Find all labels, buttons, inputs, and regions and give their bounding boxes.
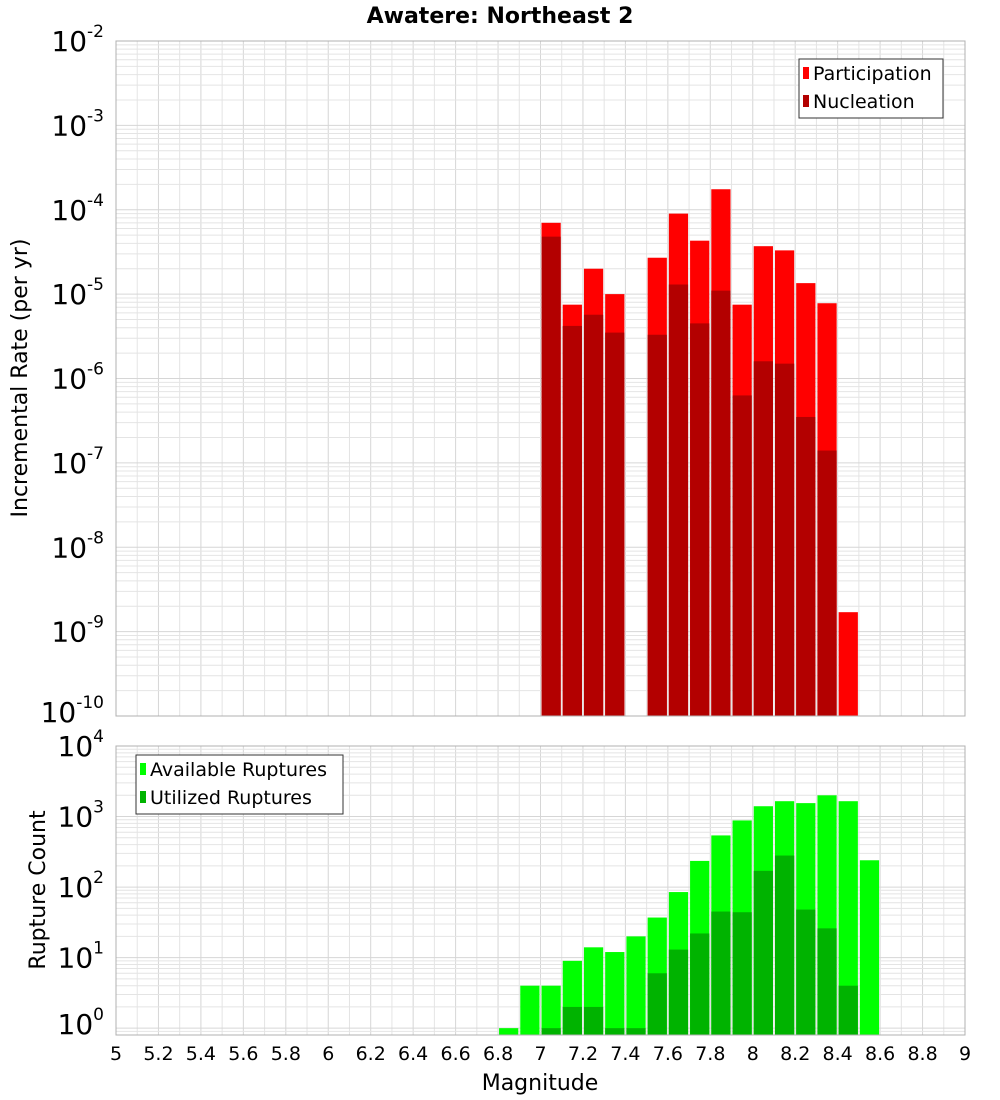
count-utilized-ruptures-bar bbox=[753, 870, 773, 1035]
count-panel: 100 101 102 103 104 5 5.2 5.4 5.6 5.8 6 6.2 6.4 6.6 6… bbox=[26, 727, 971, 1096]
rate-nucleation-bar bbox=[583, 314, 604, 716]
chart-title: Awatere: Northeast 2 bbox=[367, 4, 634, 29]
rate-legend: Participation Nucleation bbox=[798, 58, 944, 119]
count-utilized-ruptures-bar bbox=[647, 973, 667, 1035]
rate-nucleation-bar bbox=[541, 236, 561, 716]
count-utilized-ruptures-bar bbox=[838, 985, 858, 1035]
participation-legend-label: Participation bbox=[813, 63, 932, 85]
rate-nucleation-bar bbox=[817, 450, 837, 716]
y-tick-label: 10-6 bbox=[51, 360, 104, 396]
count-bars bbox=[499, 795, 880, 1035]
available-legend-label: Available Ruptures bbox=[150, 759, 327, 781]
y-tick-label: 10-3 bbox=[51, 106, 104, 142]
rate-panel: 10-10 10-9 10-8 10-7 10-6 10-5 10-4 10-3 10-2 In… bbox=[8, 22, 966, 729]
x-tick-label: 8.6 bbox=[865, 1043, 895, 1065]
x-axis-label: Magnitude bbox=[482, 1071, 599, 1096]
x-tick-label: 6.2 bbox=[356, 1043, 386, 1065]
x-tick-label: 7.8 bbox=[695, 1043, 725, 1065]
count-legend: Available Ruptures Utilized Ruptures bbox=[135, 754, 344, 815]
x-tick-label: 5.8 bbox=[271, 1043, 301, 1065]
nucleation-legend-label: Nucleation bbox=[813, 91, 915, 113]
rate-nucleation-bar bbox=[796, 416, 816, 716]
rate-nucleation-bar bbox=[774, 363, 795, 716]
rate-nucleation-bar bbox=[732, 395, 752, 716]
rate-grid bbox=[115, 40, 966, 717]
y-tick-label: 10-8 bbox=[51, 528, 104, 564]
y-tick-label: 10-10 bbox=[41, 693, 104, 729]
x-tick-label: 5.4 bbox=[186, 1043, 216, 1065]
rate-y-tick-labels: 10-10 10-9 10-8 10-7 10-6 10-5 10-4 10-3 10-2 bbox=[41, 22, 104, 729]
utilized-legend-label: Utilized Ruptures bbox=[150, 787, 312, 809]
count-utilized-ruptures-bar bbox=[774, 855, 795, 1035]
x-tick-label: 5.2 bbox=[143, 1043, 173, 1065]
count-y-tick-labels: 100 101 102 103 104 bbox=[58, 727, 104, 1041]
y-tick-label: 10-5 bbox=[51, 275, 104, 311]
y-tick-label: 101 bbox=[58, 939, 104, 975]
count-available-ruptures-bar bbox=[605, 952, 625, 1035]
x-tick-label: 7.2 bbox=[568, 1043, 598, 1065]
rate-nucleation-bar bbox=[668, 284, 689, 716]
x-tick-label: 8.4 bbox=[823, 1043, 853, 1065]
count-utilized-ruptures-bar bbox=[668, 949, 689, 1035]
x-tick-label: 5.6 bbox=[228, 1043, 258, 1065]
rate-plot-frame bbox=[115, 40, 966, 717]
rate-nucleation-bar bbox=[711, 290, 731, 716]
count-x-tick-labels: 5 5.2 5.4 5.6 5.8 6 6.2 6.4 6.6 6.8 7 7.2 7.4 7.6 7.8 8… bbox=[110, 1043, 971, 1065]
x-tick-label: 6.4 bbox=[398, 1043, 428, 1065]
count-available-ruptures-bar bbox=[859, 860, 880, 1035]
count-utilized-ruptures-bar bbox=[605, 1028, 625, 1035]
count-available-ruptures-bar bbox=[626, 936, 646, 1035]
count-y-axis-label: Rupture Count bbox=[26, 810, 51, 970]
rate-legend-box bbox=[798, 58, 944, 119]
x-tick-label: 8 bbox=[747, 1043, 759, 1065]
y-tick-label: 10-9 bbox=[51, 613, 104, 649]
x-tick-label: 7.6 bbox=[653, 1043, 683, 1065]
count-utilized-ruptures-bar bbox=[732, 912, 752, 1035]
rate-nucleation-bar bbox=[690, 323, 710, 716]
y-tick-label: 103 bbox=[58, 798, 104, 834]
rate-y-axis-label: Incremental Rate (per yr) bbox=[8, 239, 33, 518]
nucleation-legend-swatch bbox=[803, 95, 809, 107]
rate-nucleation-bar bbox=[753, 361, 773, 716]
count-available-ruptures-bar bbox=[838, 801, 858, 1035]
count-utilized-ruptures-bar bbox=[626, 1028, 646, 1035]
count-utilized-ruptures-bar bbox=[583, 1006, 604, 1035]
y-tick-label: 10-4 bbox=[51, 191, 104, 227]
count-utilized-ruptures-bar bbox=[711, 911, 731, 1035]
count-utilized-ruptures-bar bbox=[562, 1006, 582, 1035]
x-tick-label: 7.4 bbox=[610, 1043, 640, 1065]
available-legend-swatch bbox=[140, 763, 146, 775]
x-tick-label: 6 bbox=[322, 1043, 334, 1065]
x-tick-label: 8.2 bbox=[780, 1043, 810, 1065]
count-utilized-ruptures-bar bbox=[690, 933, 710, 1035]
utilized-legend-swatch bbox=[140, 791, 146, 803]
rate-nucleation-bar bbox=[605, 332, 625, 716]
count-available-ruptures-bar bbox=[541, 985, 561, 1035]
y-tick-label: 104 bbox=[58, 727, 104, 763]
rate-bars bbox=[541, 189, 858, 717]
x-tick-label: 8.8 bbox=[907, 1043, 937, 1065]
x-tick-label: 7 bbox=[534, 1043, 546, 1065]
y-tick-label: 10-2 bbox=[51, 22, 104, 58]
rate-nucleation-bar bbox=[562, 325, 582, 716]
count-available-ruptures-bar bbox=[499, 1028, 519, 1035]
rate-nucleation-bar bbox=[647, 334, 667, 716]
x-tick-label: 6.8 bbox=[483, 1043, 513, 1065]
y-tick-label: 102 bbox=[58, 868, 104, 904]
count-legend-box bbox=[135, 754, 344, 815]
x-tick-label: 9 bbox=[959, 1043, 971, 1065]
count-utilized-ruptures-bar bbox=[796, 909, 816, 1035]
count-available-ruptures-bar bbox=[520, 985, 540, 1035]
x-tick-label: 6.6 bbox=[440, 1043, 470, 1065]
x-tick-label: 5 bbox=[110, 1043, 122, 1065]
count-utilized-ruptures-bar bbox=[541, 1028, 561, 1035]
participation-legend-swatch bbox=[803, 67, 809, 79]
count-utilized-ruptures-bar bbox=[817, 928, 837, 1035]
rate-participation-bar bbox=[838, 612, 858, 716]
y-tick-label: 100 bbox=[58, 1005, 104, 1041]
count-plot-frame bbox=[115, 745, 966, 1036]
y-tick-label: 10-7 bbox=[51, 444, 104, 480]
